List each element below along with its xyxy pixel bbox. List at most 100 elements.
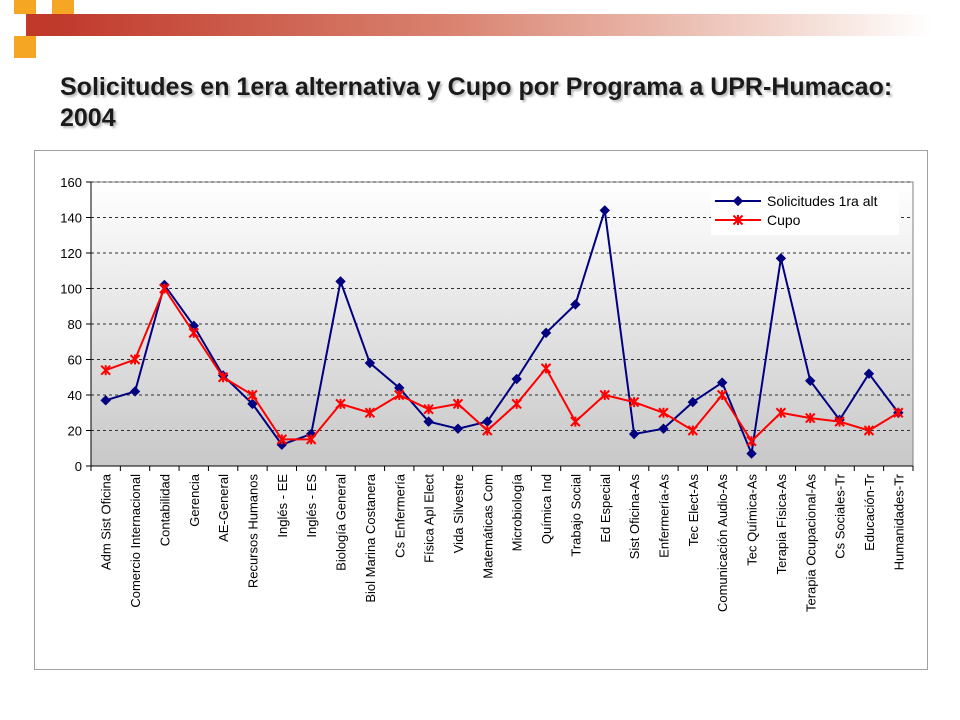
- data-point: [775, 253, 787, 264]
- data-point: [452, 398, 464, 410]
- data-point: [100, 395, 111, 406]
- series-line: [105, 286, 899, 443]
- data-point: [540, 363, 552, 374]
- data-point: [599, 205, 610, 216]
- data-point: [364, 357, 376, 369]
- x-tick-label: Matemáticas Com: [480, 474, 495, 579]
- data-point: [247, 398, 258, 410]
- data-point: [482, 425, 493, 436]
- x-tick-label: Biología General: [334, 474, 349, 571]
- x-tick-label: Cs Sociales-Tr: [833, 473, 848, 558]
- x-tick-label: Adm Sist Oficina: [99, 473, 114, 570]
- data-point: [511, 373, 522, 385]
- data-point: [217, 372, 229, 383]
- series-line: [105, 210, 900, 458]
- data-point: [394, 389, 405, 401]
- x-tick-label: Recursos Humanos: [245, 474, 260, 589]
- data-point: [100, 364, 111, 376]
- x-tick-label: Tec Elect-As: [686, 474, 701, 547]
- legend-item: Cupo: [715, 212, 801, 228]
- data-point: [159, 283, 170, 294]
- x-tick-label: Trabajo Social: [568, 474, 583, 557]
- data-point: [628, 396, 640, 408]
- x-tick-label: Química Ind: [539, 474, 554, 544]
- y-tick-label: 20: [68, 424, 82, 439]
- data-point: [188, 327, 199, 339]
- data-point: [716, 377, 728, 388]
- data-point: [863, 425, 875, 436]
- data-point: [540, 327, 552, 339]
- x-tick-label: Tec Química-As: [745, 474, 760, 566]
- x-tick-label: Sist Oficina-As: [627, 474, 642, 560]
- data-point: [335, 276, 346, 287]
- data-point: [805, 375, 816, 387]
- x-tick-label: Física Apl Elect: [422, 474, 437, 563]
- data-point: [570, 416, 581, 427]
- legend-label: Cupo: [767, 212, 801, 228]
- deco-square-red: [26, 14, 52, 36]
- y-tick-label: 120: [60, 246, 82, 261]
- y-tick-label: 160: [60, 175, 82, 190]
- x-tick-label: Gerencia: [187, 473, 202, 527]
- legend-marker: [732, 195, 744, 207]
- data-point: [364, 407, 376, 418]
- data-point: [863, 368, 875, 379]
- x-tick-label: Biol Marina Costanera: [363, 473, 378, 602]
- x-tick-label: Ed Especial: [598, 474, 613, 543]
- data-point: [335, 398, 346, 410]
- deco-square-orange-bottom: [14, 36, 36, 58]
- data-point: [129, 386, 141, 397]
- x-tick-label: Contabilidad: [157, 474, 172, 546]
- axes: 0 20 40 60 80 100 120 140 160 Adm Sist Oficina Com…: [60, 175, 914, 613]
- data-point: [775, 407, 787, 418]
- y-tick-label: 0: [75, 459, 82, 474]
- line-chart: 0 20 40 60 80 100 120 140 160 Adm Sist Oficina Com…: [60, 175, 914, 613]
- x-tick-label: Terapia Física-As: [774, 474, 789, 575]
- data-point: [247, 389, 258, 401]
- legend: Solicitudes 1ra alt Cupo: [711, 189, 899, 235]
- x-tick-label: Inglés - ES: [304, 474, 319, 538]
- data-point: [423, 403, 434, 415]
- legend-item: Solicitudes 1ra alt: [715, 193, 878, 209]
- data-point: [805, 412, 816, 424]
- x-tick-label: Comunicación Audio-As: [715, 474, 730, 613]
- x-tick-label: Vida Silvestre: [451, 474, 466, 553]
- data-point: [746, 435, 757, 447]
- x-tick-label: Comercio Internacional: [128, 474, 143, 608]
- data-point: [658, 423, 669, 434]
- data-point: [746, 448, 757, 459]
- data-point: [716, 389, 728, 401]
- x-tick-label: Microbiología: [510, 473, 525, 551]
- slide-title: Solicitudes en 1era alternativa y Cupo p…: [60, 73, 893, 132]
- chart-frame: 0 20 40 60 80 100 120 140 160 Adm Sist Oficina Com…: [34, 150, 928, 670]
- legend-marker: [732, 214, 744, 226]
- x-tick-label: Enfermería-As: [656, 474, 671, 558]
- y-tick-label: 40: [68, 388, 82, 403]
- data-point: [452, 423, 464, 434]
- data-point: [893, 407, 904, 418]
- y-tick-label: 80: [68, 317, 82, 332]
- y-tick-label: 100: [60, 282, 82, 297]
- data-point: [628, 428, 640, 440]
- deco-square-orange-top: [14, 0, 36, 14]
- data-point: [423, 416, 434, 427]
- data-point: [276, 434, 288, 445]
- series-2: [100, 283, 904, 447]
- data-point: [687, 396, 699, 408]
- x-tick-label: Inglés - EE: [275, 474, 290, 538]
- decorative-gradient-bar: [52, 14, 932, 36]
- x-tick-label: Educación-Tr: [862, 473, 877, 550]
- data-point: [511, 398, 522, 410]
- legend-box: [711, 189, 899, 235]
- series-layer: [100, 205, 904, 459]
- x-tick-label: AE-General: [216, 474, 231, 542]
- data-point: [687, 425, 699, 436]
- x-tick-label: Humanidades-Tr: [891, 473, 906, 570]
- x-tick-label: Cs Enfermería: [392, 473, 407, 558]
- x-tick-label: Terapia Ocupacional-As: [803, 474, 818, 613]
- y-tick-label: 140: [60, 211, 82, 226]
- deco-square-orange-right: [52, 0, 74, 14]
- legend-label: Solicitudes 1ra alt: [767, 193, 878, 209]
- data-point: [599, 389, 610, 401]
- data-point: [570, 299, 581, 310]
